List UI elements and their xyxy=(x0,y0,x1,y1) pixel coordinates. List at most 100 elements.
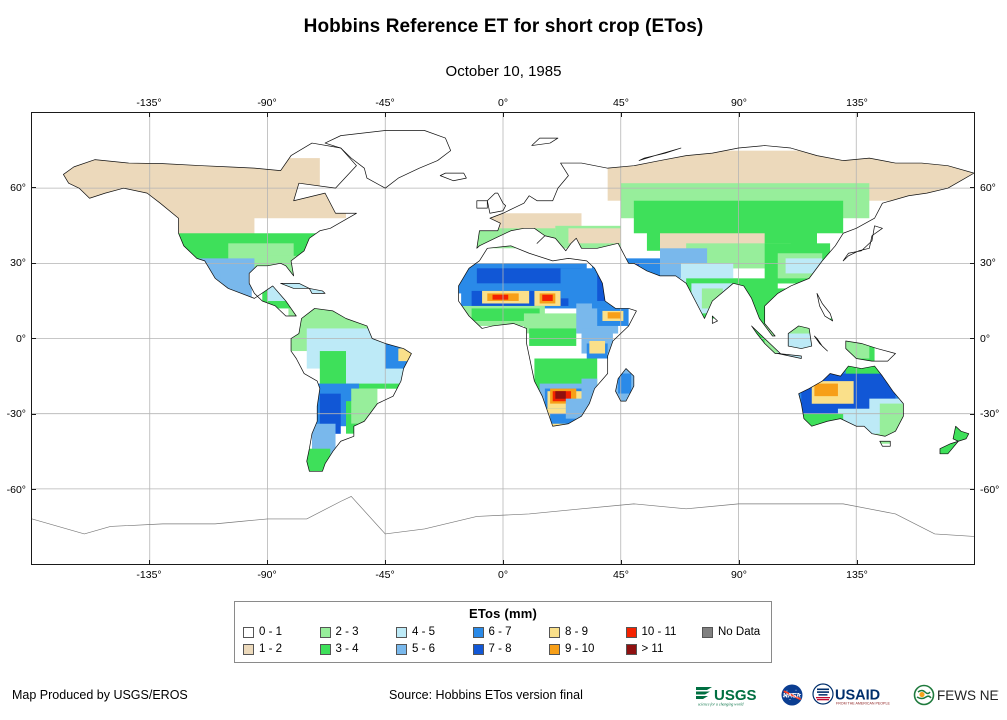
coastline-britain xyxy=(486,192,506,214)
coastline-africa xyxy=(458,245,637,427)
world-etos-map[interactable] xyxy=(32,113,974,564)
etos-cell xyxy=(607,312,621,319)
lon-tick-mark xyxy=(148,112,150,117)
lon-tick-label: 0° xyxy=(497,569,509,581)
lon-tick-label: 0° xyxy=(497,97,509,109)
usgs-logo-tagline: science for a changing world xyxy=(698,702,743,706)
lat-tick-mark xyxy=(31,413,36,415)
map-frame[interactable] xyxy=(31,112,975,565)
lon-tick-label: -90° xyxy=(257,569,277,581)
etos-cell xyxy=(817,386,833,394)
legend-entry[interactable]: 10 - 11 xyxy=(625,624,677,640)
legend-label: 3 - 4 xyxy=(335,642,359,655)
lon-tick-mark xyxy=(502,112,504,117)
legend-entry[interactable]: 2 - 3 xyxy=(319,624,359,640)
legend-swatch xyxy=(396,626,407,638)
usaid-logo[interactable]: USAID FROM THE AMERICAN PEOPLE xyxy=(811,683,907,707)
lat-tick-mark xyxy=(970,413,975,415)
legend-label: No Data xyxy=(718,625,761,638)
lon-tick-mark xyxy=(620,112,622,117)
legend-column: 8 - 9 9 - 10 xyxy=(549,624,594,658)
legend-column: 0 - 1 1 - 2 xyxy=(243,624,282,658)
lat-tick-label: 60° xyxy=(10,181,26,194)
coastline-hispaniola xyxy=(309,288,326,294)
lat-tick-label: 60° xyxy=(980,181,996,194)
legend-entry[interactable]: > 11 xyxy=(625,641,677,657)
coastline-borneo xyxy=(787,325,813,349)
lon-tick-label: 90° xyxy=(731,97,747,109)
lat-tick-mark xyxy=(31,262,36,264)
legend-entry[interactable]: 0 - 1 xyxy=(243,624,282,640)
legend-entry[interactable]: 5 - 6 xyxy=(396,641,435,657)
legend-label: 4 - 5 xyxy=(412,625,436,638)
etos-cell xyxy=(529,328,577,346)
lon-tick-mark xyxy=(266,112,268,117)
lon-tick-label: -45° xyxy=(375,97,395,109)
lon-tick-mark xyxy=(738,112,740,117)
antarctica-coastline xyxy=(32,496,974,537)
lon-tick-label: 45° xyxy=(613,97,629,109)
legend-title: ETos (mm) xyxy=(468,606,537,621)
coastline-sulawesi xyxy=(814,335,828,352)
legend-column: 4 - 5 5 - 6 xyxy=(396,624,435,658)
legend-label: 2 - 3 xyxy=(335,625,359,638)
coastline-novaya-zemlya xyxy=(638,147,682,161)
coastline-new-zealand-s xyxy=(939,440,959,455)
etos-cell xyxy=(555,391,566,399)
legend-label: 10 - 11 xyxy=(641,625,677,638)
legend-entry[interactable]: 1 - 2 xyxy=(243,641,282,657)
legend-swatch xyxy=(625,626,637,638)
legend-label: 6 - 7 xyxy=(488,625,512,638)
etos-cell xyxy=(492,294,509,300)
etos-cell xyxy=(471,308,540,321)
coastline-sri-lanka xyxy=(711,315,718,324)
lon-tick-label: -90° xyxy=(257,97,277,109)
lon-tick-mark xyxy=(266,560,268,565)
lon-tick-mark xyxy=(620,560,622,565)
lat-tick-mark xyxy=(970,187,975,188)
legend-entry[interactable]: 6 - 7 xyxy=(472,624,512,640)
legend-swatch xyxy=(625,643,637,655)
legend-swatch xyxy=(319,643,331,655)
coastline-madagascar xyxy=(615,368,635,402)
lat-tick-label: -30° xyxy=(980,408,1000,420)
etos-cell xyxy=(550,413,585,424)
coastline-north-america xyxy=(63,142,357,317)
map-date-subtitle: October 10, 1985 xyxy=(445,63,562,80)
lon-tick-label: -135° xyxy=(136,569,162,581)
legend-entry[interactable]: 7 - 8 xyxy=(472,641,512,657)
coastline-ireland xyxy=(476,200,488,209)
lon-tick-mark xyxy=(856,560,858,565)
lon-tick-mark xyxy=(738,560,740,565)
legend-swatch xyxy=(243,643,254,655)
lat-tick-label: -60° xyxy=(6,483,26,496)
lon-tick-label: 90° xyxy=(731,569,747,581)
legend-swatch xyxy=(702,626,713,638)
usgs-logo[interactable]: USGS science for a changing world xyxy=(695,683,773,707)
lon-tick-mark xyxy=(148,560,150,565)
legend-entry[interactable]: 8 - 9 xyxy=(549,624,594,640)
fewsnet-logo[interactable]: FEWS NET xyxy=(913,683,999,707)
legend-swatch xyxy=(396,643,407,655)
map-panel: -135° -135° -90° -90° -45° -45° 0° 0° 45° 45° 90° 9… xyxy=(7,97,1000,581)
lat-tick-label: 30° xyxy=(10,257,26,269)
legend-entry[interactable]: 9 - 10 xyxy=(549,641,594,657)
coastline-tasmania xyxy=(879,440,891,447)
coastline-eurasia xyxy=(476,145,974,337)
graticule-layer xyxy=(32,113,974,564)
nasa-logo[interactable]: NASA xyxy=(779,683,805,707)
agency-logos: USGS science for a changing world NASA U… xyxy=(695,682,999,708)
legend-entry[interactable]: 4 - 5 xyxy=(396,624,435,640)
coastline-greenland xyxy=(324,130,452,189)
coastline-antarctica xyxy=(32,496,974,537)
legend-swatch xyxy=(549,626,560,638)
lat-tick-mark xyxy=(31,489,36,490)
lon-tick-label: 45° xyxy=(613,569,629,581)
legend-entry[interactable]: No Data xyxy=(702,624,760,640)
legend-column: 6 - 7 7 - 8 xyxy=(472,624,512,658)
legend-entry[interactable]: 3 - 4 xyxy=(319,641,359,657)
footer-source: Source: Hobbins ETos version final xyxy=(389,688,583,702)
page-title: Hobbins Reference ET for short crop (ETo… xyxy=(303,16,704,37)
etos-cell xyxy=(568,228,621,244)
legend-swatch xyxy=(472,643,484,655)
